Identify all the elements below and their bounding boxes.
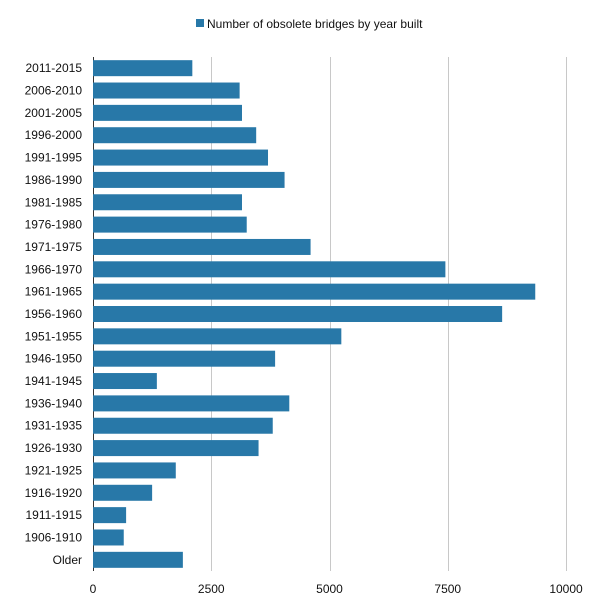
- bar: [93, 149, 269, 166]
- x-tick-label: 0: [90, 582, 97, 596]
- category-label: 2006-2010: [25, 84, 83, 98]
- bar: [93, 60, 193, 77]
- bar: [93, 417, 273, 434]
- bar: [93, 283, 536, 300]
- bar: [93, 104, 242, 121]
- category-label: 1911-1915: [26, 508, 83, 522]
- bar: [93, 261, 446, 278]
- category-label: 1921-1925: [25, 463, 83, 477]
- x-axis-tick-labels: 0 2500 5000 7500 10000: [90, 582, 583, 596]
- category-label: 1986-1990: [25, 173, 83, 187]
- bar: [93, 82, 240, 99]
- category-label: 1996-2000: [25, 128, 83, 142]
- category-label: 1931-1935: [25, 419, 83, 433]
- bar: [93, 373, 157, 390]
- x-tick-label: 5000: [316, 582, 343, 596]
- bar: [93, 216, 247, 233]
- x-tick-label: 10000: [549, 582, 583, 596]
- category-label: 1956-1960: [25, 307, 83, 321]
- bar: [93, 350, 276, 367]
- category-label: Older: [53, 553, 82, 567]
- category-label: 2011-2015: [26, 61, 83, 75]
- x-tick-label: 7500: [434, 582, 461, 596]
- bar: [93, 507, 127, 524]
- bar: [93, 529, 124, 546]
- category-label: 1991-1995: [25, 151, 83, 165]
- bar: [93, 194, 242, 211]
- category-label: 1961-1965: [25, 285, 83, 299]
- legend-swatch: [196, 19, 204, 27]
- bar: [93, 440, 259, 457]
- category-label: 1906-1910: [25, 530, 83, 544]
- category-label: 1966-1970: [25, 262, 83, 276]
- bar: [93, 551, 183, 568]
- category-label: 1916-1920: [25, 486, 83, 500]
- category-label: 1981-1985: [25, 195, 83, 209]
- category-label: 1951-1955: [25, 329, 83, 343]
- category-label: 1946-1950: [25, 352, 83, 366]
- category-label: 1976-1980: [25, 218, 83, 232]
- bar: [93, 484, 153, 501]
- category-label: 1926-1930: [25, 441, 83, 455]
- category-label: 1936-1940: [25, 396, 83, 410]
- category-label: 1941-1945: [25, 374, 83, 388]
- category-label: 1971-1975: [25, 240, 83, 254]
- category-label: 2001-2005: [25, 106, 83, 120]
- x-tick-label: 2500: [198, 582, 225, 596]
- legend-label: Number of obsolete bridges by year built: [207, 17, 423, 31]
- bar: [93, 238, 311, 255]
- bar: [93, 306, 503, 322]
- bar: [93, 171, 285, 188]
- category-labels: 2011-2015 2006-2010 2001-2005 1996-2000 1991…: [25, 61, 83, 567]
- bars: [93, 60, 536, 568]
- legend: Number of obsolete bridges by year built: [196, 17, 423, 31]
- bar: [93, 328, 342, 345]
- bar: [93, 395, 290, 412]
- bar: [93, 462, 176, 479]
- bar: [93, 127, 257, 144]
